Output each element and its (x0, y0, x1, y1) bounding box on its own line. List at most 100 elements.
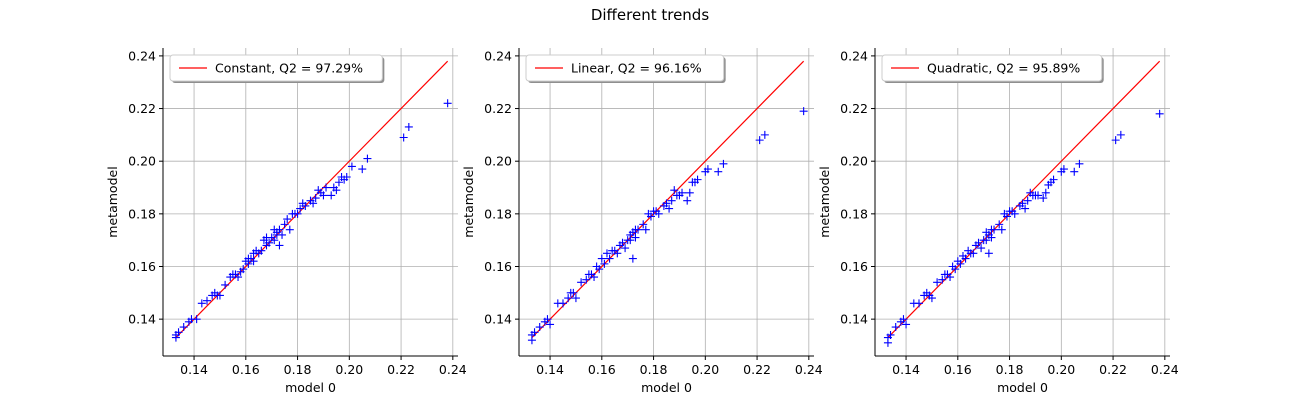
data-point (278, 230, 287, 239)
data-point (719, 159, 728, 168)
data-point (914, 299, 923, 308)
y-tick-label: 0.18 (840, 206, 868, 221)
data-point (613, 249, 622, 258)
data-point (197, 299, 206, 308)
data-point (714, 167, 723, 176)
data-point (1111, 136, 1120, 145)
x-axis-label: model 0 (997, 380, 1048, 395)
data-point (990, 225, 999, 234)
data-point (995, 220, 1004, 229)
y-tick-label: 0.24 (484, 48, 512, 63)
data-point (270, 236, 279, 245)
data-point (600, 259, 609, 268)
data-point (799, 107, 808, 116)
data-point (590, 273, 599, 282)
data-point (760, 130, 769, 139)
data-point (1041, 188, 1050, 197)
data-point (886, 330, 895, 339)
legend-label: Linear, Q2 = 96.16% (571, 61, 702, 76)
y-tick-label: 0.18 (128, 206, 156, 221)
data-point (358, 165, 367, 174)
legend-box (169, 54, 383, 82)
data-point (334, 178, 343, 187)
data-point (571, 294, 580, 303)
y-tick-label: 0.22 (484, 101, 512, 116)
data-point (275, 241, 284, 250)
data-point (234, 273, 243, 282)
y-axis-label: metamodel (461, 166, 476, 237)
data-point (342, 172, 351, 181)
data-point (285, 225, 294, 234)
data-point (951, 265, 960, 274)
subplot-panels: 0.14 0.16 0.18 0.20 0.22 0.24 0.14 0.16 0.18 0.20… (105, 48, 1179, 395)
data-point (535, 323, 544, 332)
plot-area (527, 60, 808, 345)
data-point (1155, 109, 1164, 118)
data-point (530, 328, 539, 337)
y-tick-label: 0.22 (840, 101, 868, 116)
data-point (605, 254, 614, 263)
y-tick-label: 0.22 (128, 101, 156, 116)
data-point (891, 323, 900, 332)
data-point (215, 291, 224, 300)
data-point (693, 175, 702, 184)
data-point (1070, 167, 1079, 176)
data-point (1023, 196, 1032, 205)
y-axis-label: metamodel (817, 166, 832, 237)
data-point (327, 191, 336, 200)
y-tick-label: 0.20 (128, 154, 156, 169)
data-point (646, 212, 655, 221)
data-point (265, 238, 274, 247)
data-point (404, 122, 413, 131)
data-point (662, 199, 671, 208)
x-tick-label: 0.24 (439, 362, 467, 377)
data-point (322, 183, 331, 192)
legend: Linear, Q2 = 96.16% (525, 54, 726, 83)
x-axis-label: model 0 (641, 380, 692, 395)
data-point (977, 244, 986, 253)
data-point (1018, 199, 1027, 208)
data-point (558, 299, 567, 308)
x-axis-label: model 0 (285, 380, 336, 395)
x-tick-label: 0.18 (640, 362, 668, 377)
data-point (283, 215, 292, 224)
data-point (1075, 159, 1084, 168)
x-tick-label: 0.20 (1047, 362, 1075, 377)
y-tick-label: 0.16 (484, 259, 512, 274)
data-point (639, 220, 648, 229)
legend-label: Quadratic, Q2 = 95.89% (927, 61, 1080, 76)
y-tick-label: 0.20 (484, 154, 512, 169)
data-point (1002, 212, 1011, 221)
y-tick-label: 0.14 (484, 312, 512, 327)
data-point (683, 196, 692, 205)
x-tick-label: 0.22 (387, 362, 415, 377)
y-tick-label: 0.14 (128, 312, 156, 327)
y-tick-label: 0.16 (128, 259, 156, 274)
data-point (933, 278, 942, 287)
data-point (946, 273, 955, 282)
data-point (927, 294, 936, 303)
data-point (597, 254, 606, 263)
data-point (899, 315, 908, 324)
x-tick-label: 0.16 (232, 362, 260, 377)
data-point (546, 320, 555, 329)
data-point (179, 323, 188, 332)
data-point (987, 233, 996, 242)
data-point (997, 225, 1006, 234)
legend: Constant, Q2 = 97.29% (169, 54, 385, 83)
data-point (569, 288, 578, 297)
reference-line (531, 60, 805, 338)
x-tick-label: 0.20 (335, 362, 363, 377)
data-point (582, 275, 591, 284)
x-tick-label: 0.14 (536, 362, 564, 377)
data-point (309, 199, 318, 208)
data-point (363, 154, 372, 163)
data-point (654, 209, 663, 218)
data-point (221, 280, 230, 289)
data-point (902, 320, 911, 329)
x-tick-label: 0.18 (996, 362, 1024, 377)
data-point (634, 225, 643, 234)
data-point (1021, 204, 1030, 213)
data-point (311, 194, 320, 203)
